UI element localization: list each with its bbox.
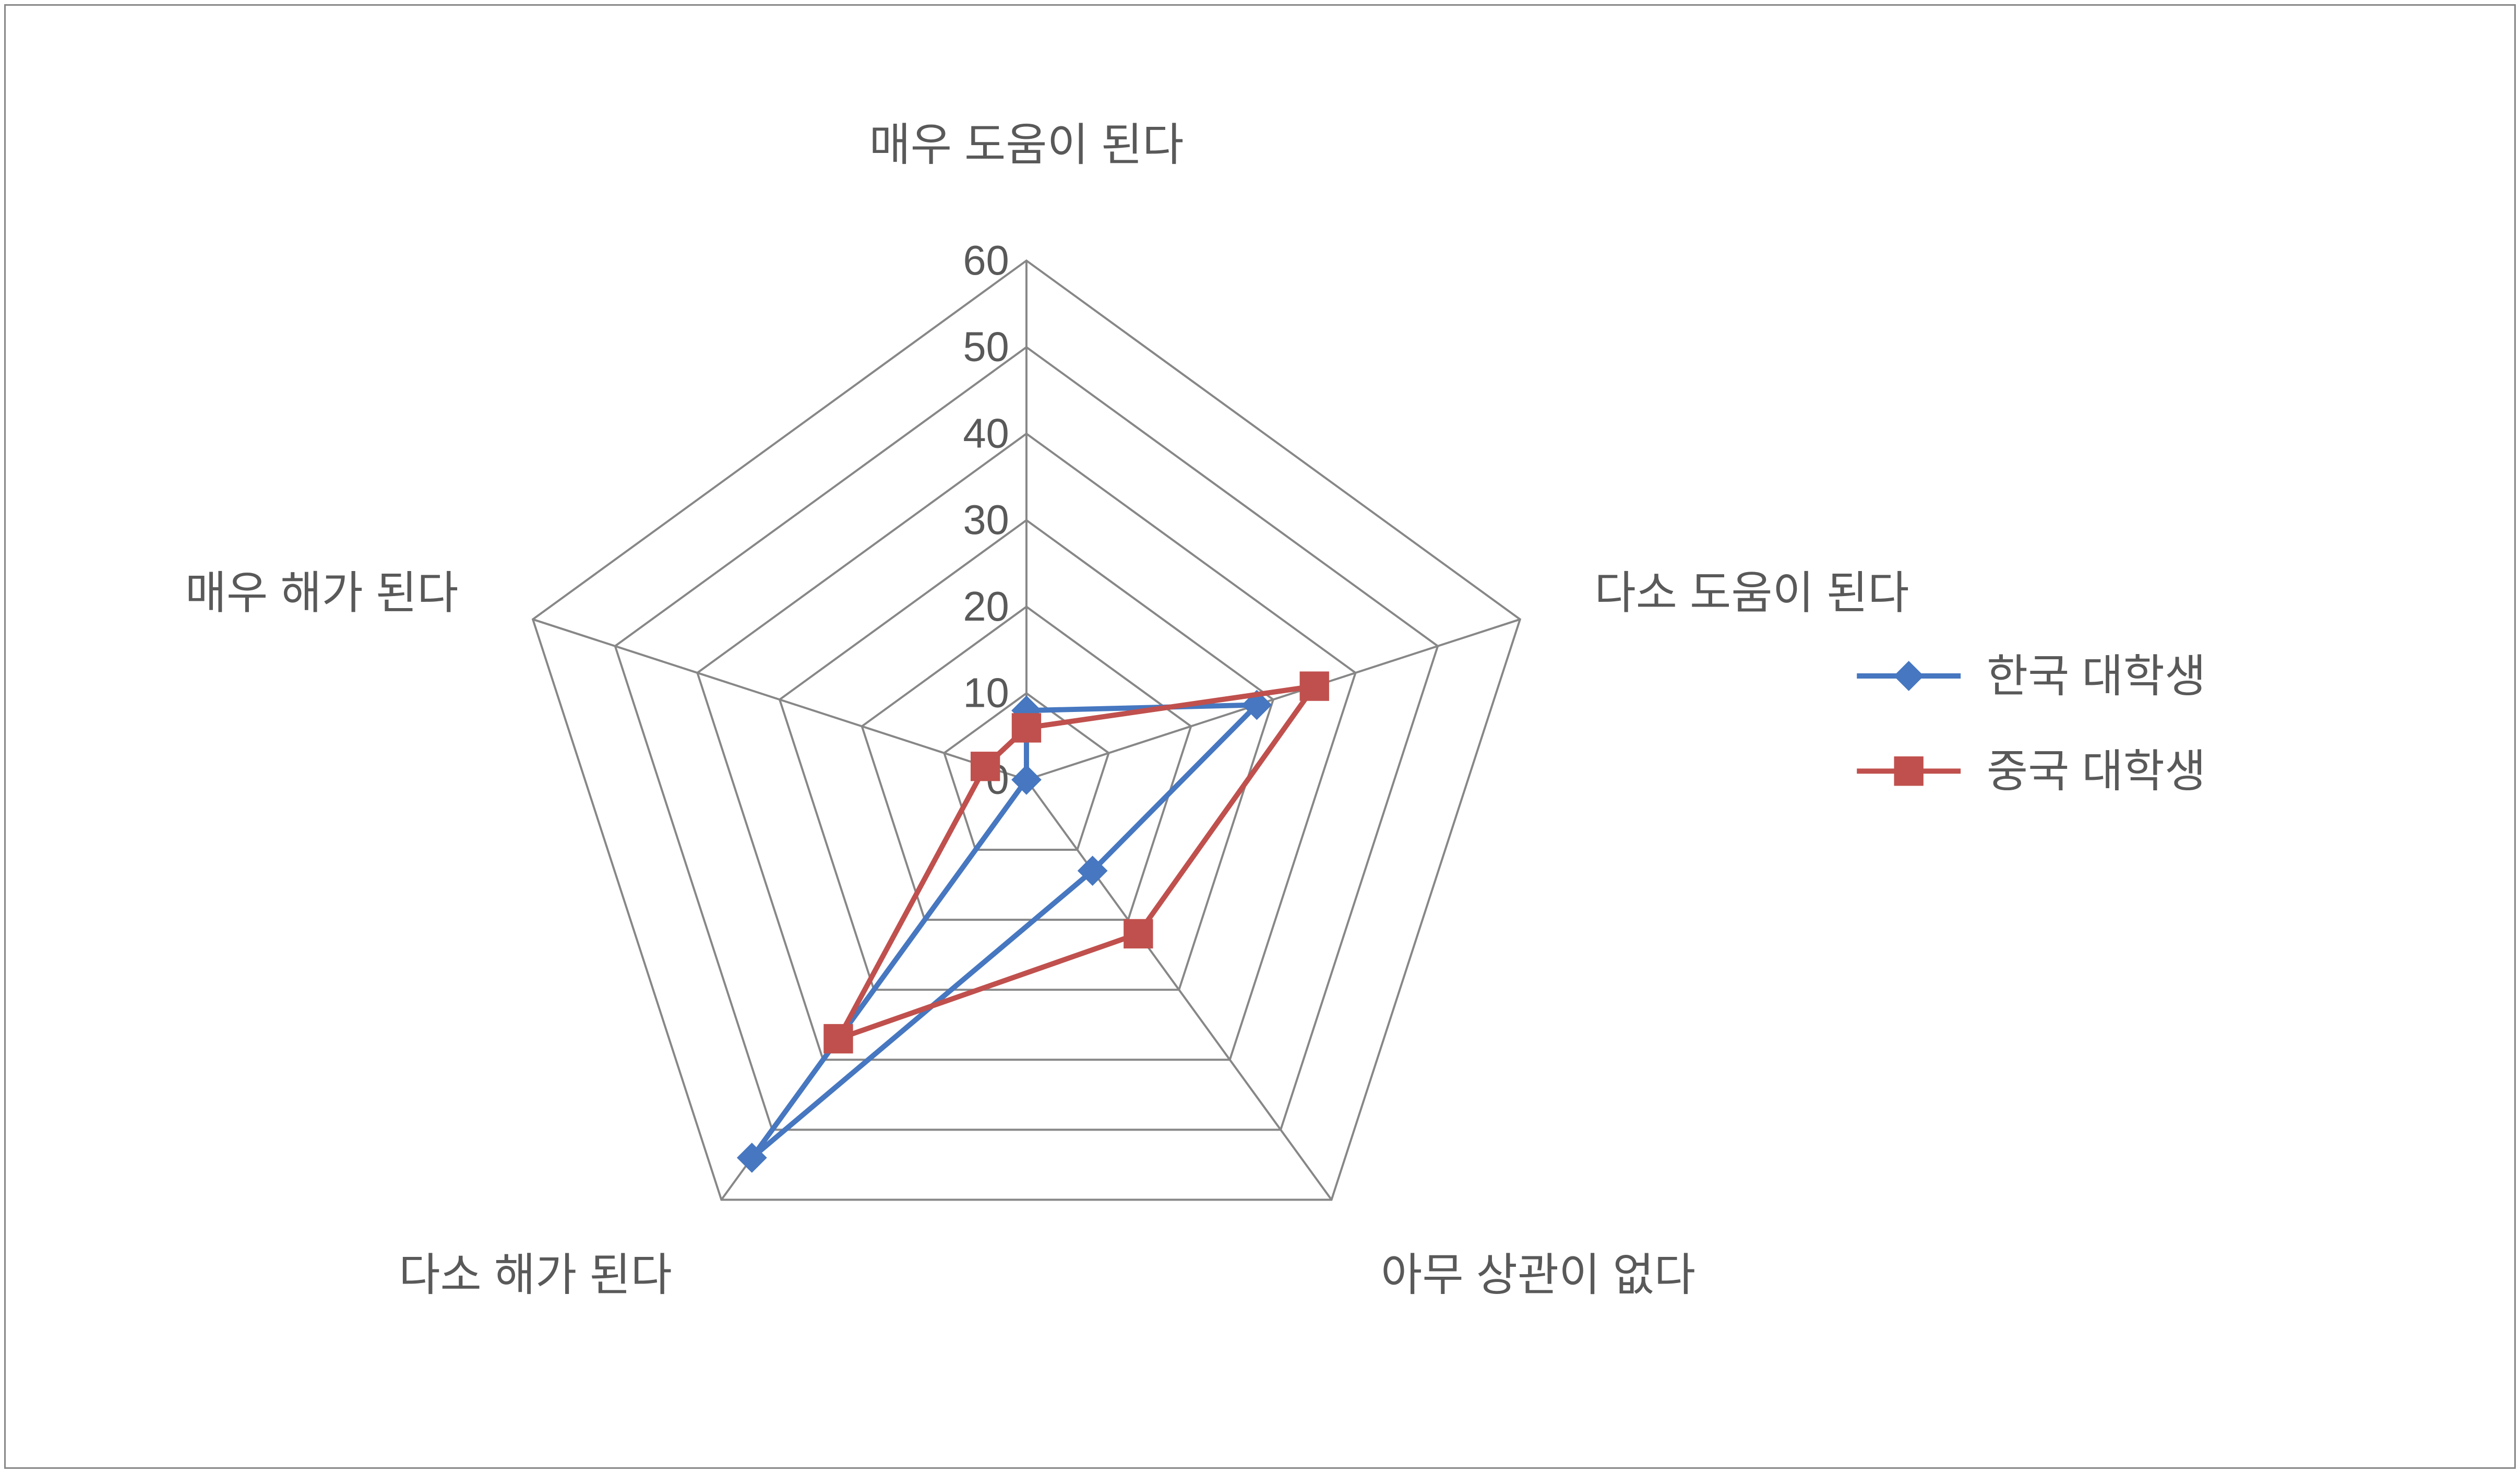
radar-chart: 0102030405060매우 도움이 된다다소 도움이 된다아무 상관이 없다… (6, 6, 2514, 1467)
tick-label: 50 (963, 324, 1009, 370)
axis-label: 매우 도움이 된다 (869, 120, 1184, 170)
tick-label: 60 (963, 237, 1009, 283)
data-marker (1300, 672, 1328, 700)
data-marker (1895, 662, 1922, 690)
tick-label: 10 (963, 670, 1009, 716)
data-marker (1012, 714, 1040, 742)
data-marker (825, 1025, 852, 1053)
grid-spoke (533, 620, 1026, 780)
data-marker (972, 753, 999, 780)
series-line (838, 686, 1314, 1039)
axis-label: 매우 해가 된다 (185, 568, 459, 618)
legend-label: 한국 대학생 (1987, 651, 2206, 702)
axis-label: 아무 상관이 없다 (1381, 1250, 1695, 1300)
tick-label: 30 (963, 496, 1009, 543)
grid-spoke (1026, 620, 1520, 780)
data-marker (1125, 920, 1152, 947)
tick-label: 40 (963, 410, 1009, 456)
axis-label: 다소 해가 된다 (399, 1250, 672, 1300)
legend-label: 중국 대학생 (1987, 746, 2206, 797)
data-marker (1895, 757, 1922, 785)
chart-frame: 0102030405060매우 도움이 된다다소 도움이 된다아무 상관이 없다… (4, 4, 2516, 1469)
tick-label: 20 (963, 583, 1009, 629)
axis-label: 다소 도움이 된다 (1595, 568, 1909, 618)
